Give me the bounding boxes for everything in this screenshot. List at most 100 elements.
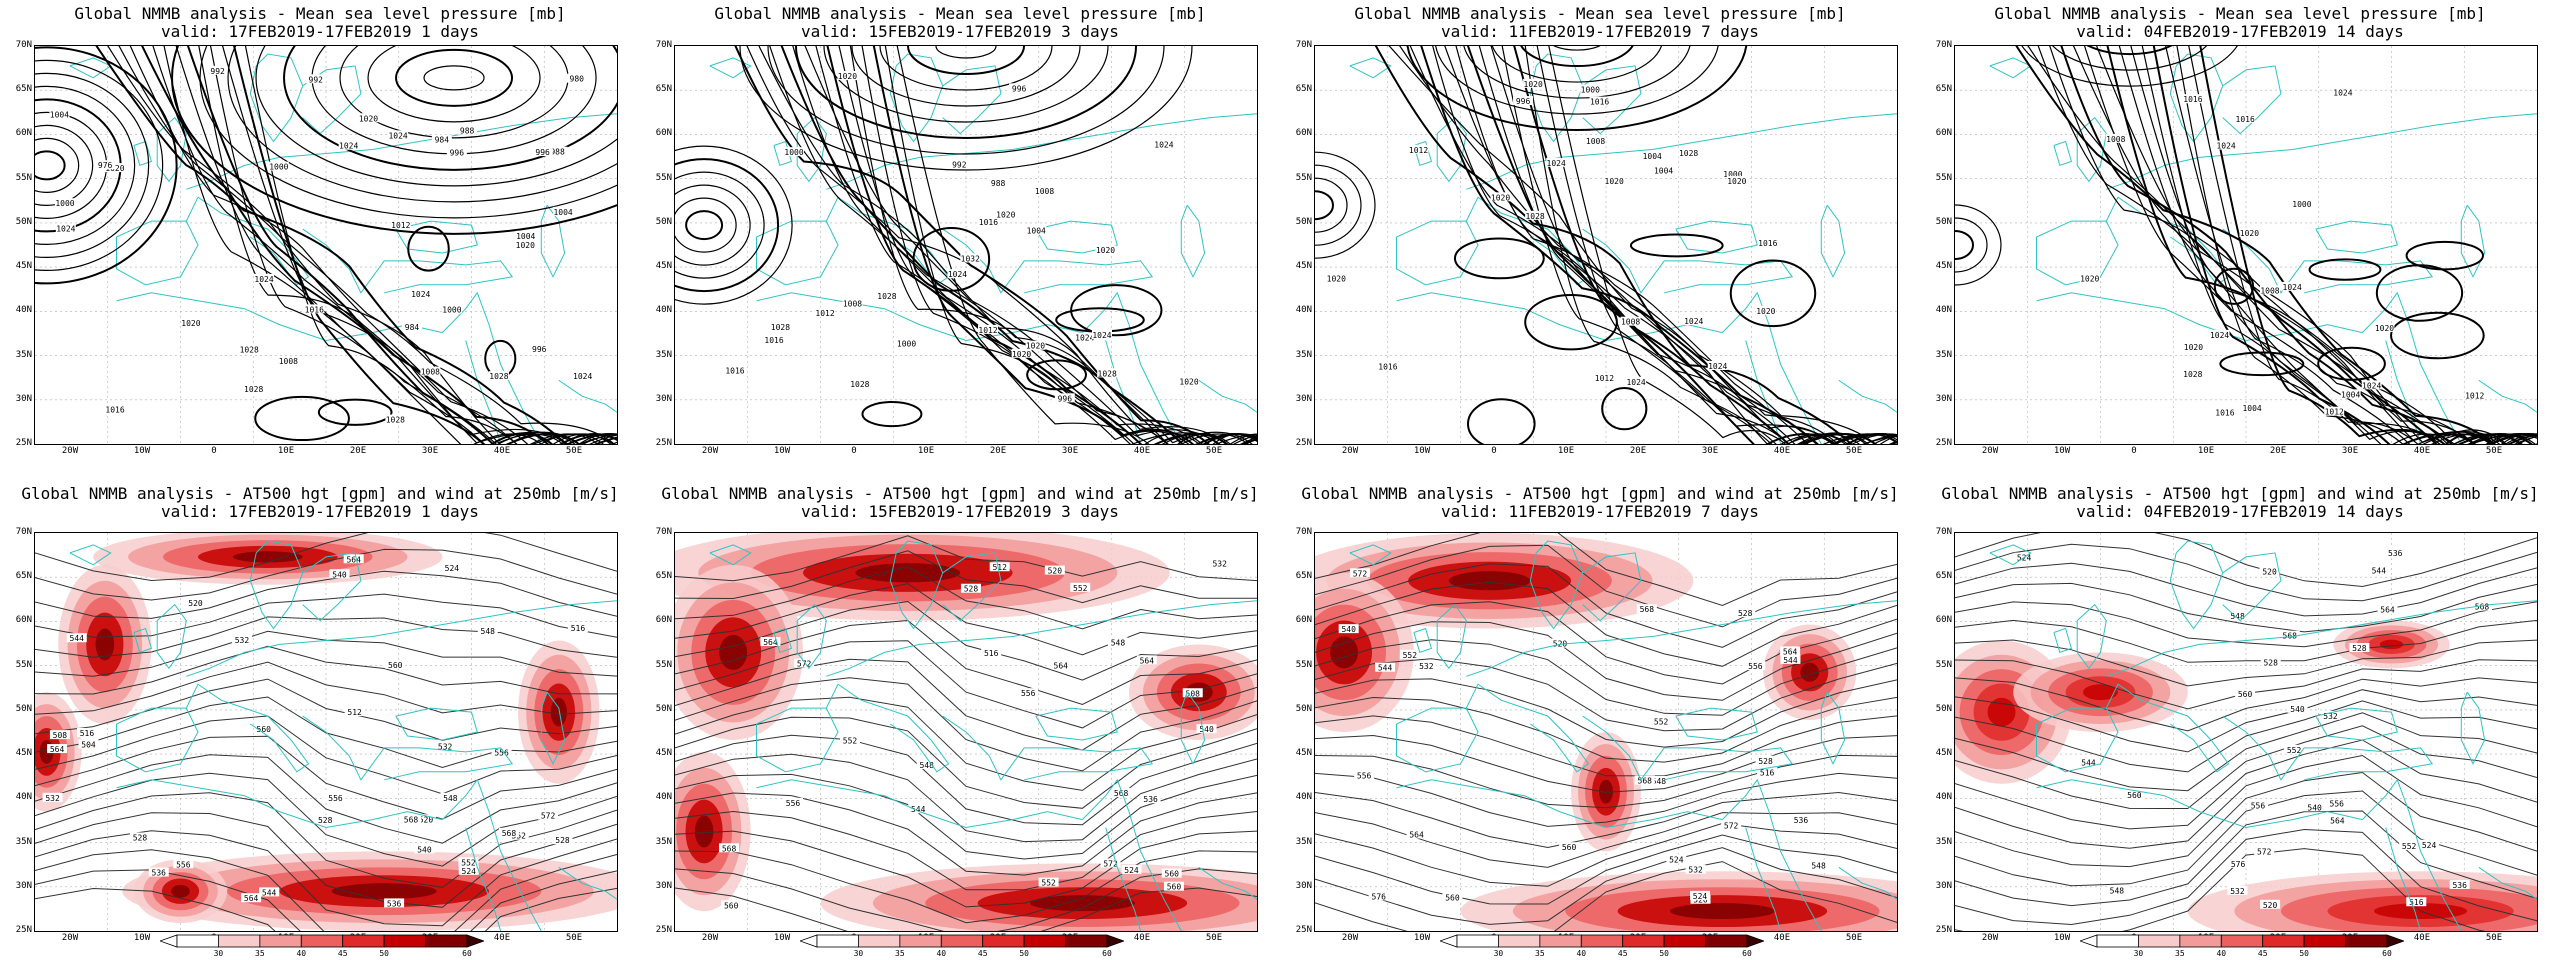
isobar <box>685 210 724 241</box>
isobar <box>1524 293 1618 351</box>
longitude-label: 10W <box>773 933 791 943</box>
longitude-label: 20E <box>2269 446 2287 456</box>
contour-label: 512 <box>347 708 362 717</box>
latitude-label: 55N <box>15 659 32 670</box>
isobar <box>1055 307 1145 333</box>
isobar <box>758 46 1227 444</box>
map-area: 520 524 528 532 536 540 544 548 552 556 560 564 568 5… <box>1314 532 1898 932</box>
latitude-label: 40N <box>655 792 672 803</box>
contour-label: 1016 <box>979 218 998 227</box>
contour-label: 1020 <box>1727 177 1746 186</box>
longitude-label: 50E <box>1205 933 1223 943</box>
longitude-label: 0 <box>211 446 217 456</box>
contour-label: 512 <box>992 563 1007 572</box>
longitude-label: 0 <box>1491 446 1497 456</box>
latitude-label: 40N <box>15 305 32 316</box>
isobar <box>35 85 136 245</box>
colorbar-tick: 60 <box>2382 949 2392 958</box>
contour-label: 568 <box>2283 632 2298 641</box>
isobar <box>912 226 991 292</box>
isobar <box>2021 46 2238 87</box>
coastline <box>1436 603 1467 670</box>
height-contour <box>35 696 617 769</box>
panel-title: Global NMMB analysis - Mean sea level pr… <box>74 4 566 23</box>
isobar <box>254 395 350 442</box>
latitude-label: 60N <box>1935 128 1952 139</box>
latitude-label: 70N <box>655 40 672 50</box>
coastline <box>302 552 362 622</box>
isobar <box>35 124 94 206</box>
coastline <box>1349 544 1392 566</box>
contour-label: 556 <box>1021 689 1036 698</box>
contour-label: 988 <box>460 127 475 136</box>
contour-label: 528 <box>2263 658 2278 667</box>
isobar <box>1026 359 1087 391</box>
contour-label: 552 <box>2287 746 2302 755</box>
map-area: 524 528 532 536 540 544 548 552 556 560 564 508 512 5… <box>674 532 1258 932</box>
latitude-label: 40N <box>1935 792 1952 803</box>
contour-label: 508 <box>53 731 68 740</box>
coastline <box>1722 291 1822 444</box>
latitude-label: 55N <box>1295 172 1312 183</box>
coastline <box>1198 379 1257 413</box>
contour-label: 572 <box>1353 569 1368 578</box>
latitude-label: 40N <box>655 305 672 316</box>
isobar <box>1520 46 1634 68</box>
longitude-label: 20E <box>1629 446 1647 456</box>
coastline <box>249 540 304 630</box>
contour-label: 980 <box>570 75 585 84</box>
coastline <box>156 116 187 183</box>
height-contour <box>1955 601 2537 648</box>
latitude-label: 55N <box>1935 172 1952 183</box>
contour-label: 544 <box>2372 566 2387 575</box>
latitude-label: 25N <box>1935 925 1952 935</box>
contour-label: 1020 <box>996 210 1015 219</box>
isobar <box>1955 230 1974 260</box>
wind-shading <box>1800 662 1820 682</box>
latitude-label: 30N <box>1295 393 1312 404</box>
contour-label: 1028 <box>877 292 896 301</box>
contour-label: 984 <box>405 323 420 332</box>
latitude-label: 60N <box>655 128 672 139</box>
colorbar <box>160 934 484 948</box>
latitude-label: 45N <box>15 748 32 759</box>
coastline <box>942 552 1002 622</box>
contour-label: 1020 <box>2080 274 2099 283</box>
longitude-label: 20W <box>701 446 719 456</box>
panel-title: Global NMMB analysis - Mean sea level pr… <box>1354 4 1846 23</box>
colorbar-segment <box>2179 934 2222 948</box>
isobar <box>861 46 1257 444</box>
colorbar-tick: 30 <box>2133 949 2144 958</box>
latitude-label: 55N <box>1935 659 1952 670</box>
contour-label: 524 <box>1693 892 1708 901</box>
wind-shading <box>694 815 714 848</box>
contour-label: 536 <box>1143 795 1158 804</box>
wind-shading <box>2083 684 2118 701</box>
contour-label: 536 <box>387 899 402 908</box>
colorbar-segment <box>816 934 859 948</box>
longitude-label: 10W <box>2053 933 2071 943</box>
isobar <box>1463 46 1691 99</box>
isobar <box>129 46 604 444</box>
latitude-label: 30N <box>655 880 672 891</box>
longitude-label: 50E <box>565 933 583 943</box>
contour-label: 552 <box>2402 842 2417 851</box>
coastline <box>1820 691 1846 765</box>
isobar <box>675 197 737 253</box>
height-contour <box>1955 543 2537 602</box>
height-contour <box>675 640 1257 729</box>
isobar <box>1453 237 1545 280</box>
longitude-label: 20W <box>1981 446 1999 456</box>
height-contour <box>1955 700 2537 773</box>
longitude-label: 50E <box>2485 933 2503 943</box>
coastline <box>442 778 542 931</box>
latitude-label: 30N <box>1935 393 1952 404</box>
isobar <box>2106 46 2537 444</box>
colorbar-tick: 35 <box>255 949 265 958</box>
coastline <box>186 113 617 190</box>
height-contour <box>675 550 1257 604</box>
colorbar-segment <box>300 934 344 948</box>
isobar <box>1955 217 1988 273</box>
isobar <box>1388 46 1876 444</box>
contour-label: 1024 <box>1154 140 1173 149</box>
